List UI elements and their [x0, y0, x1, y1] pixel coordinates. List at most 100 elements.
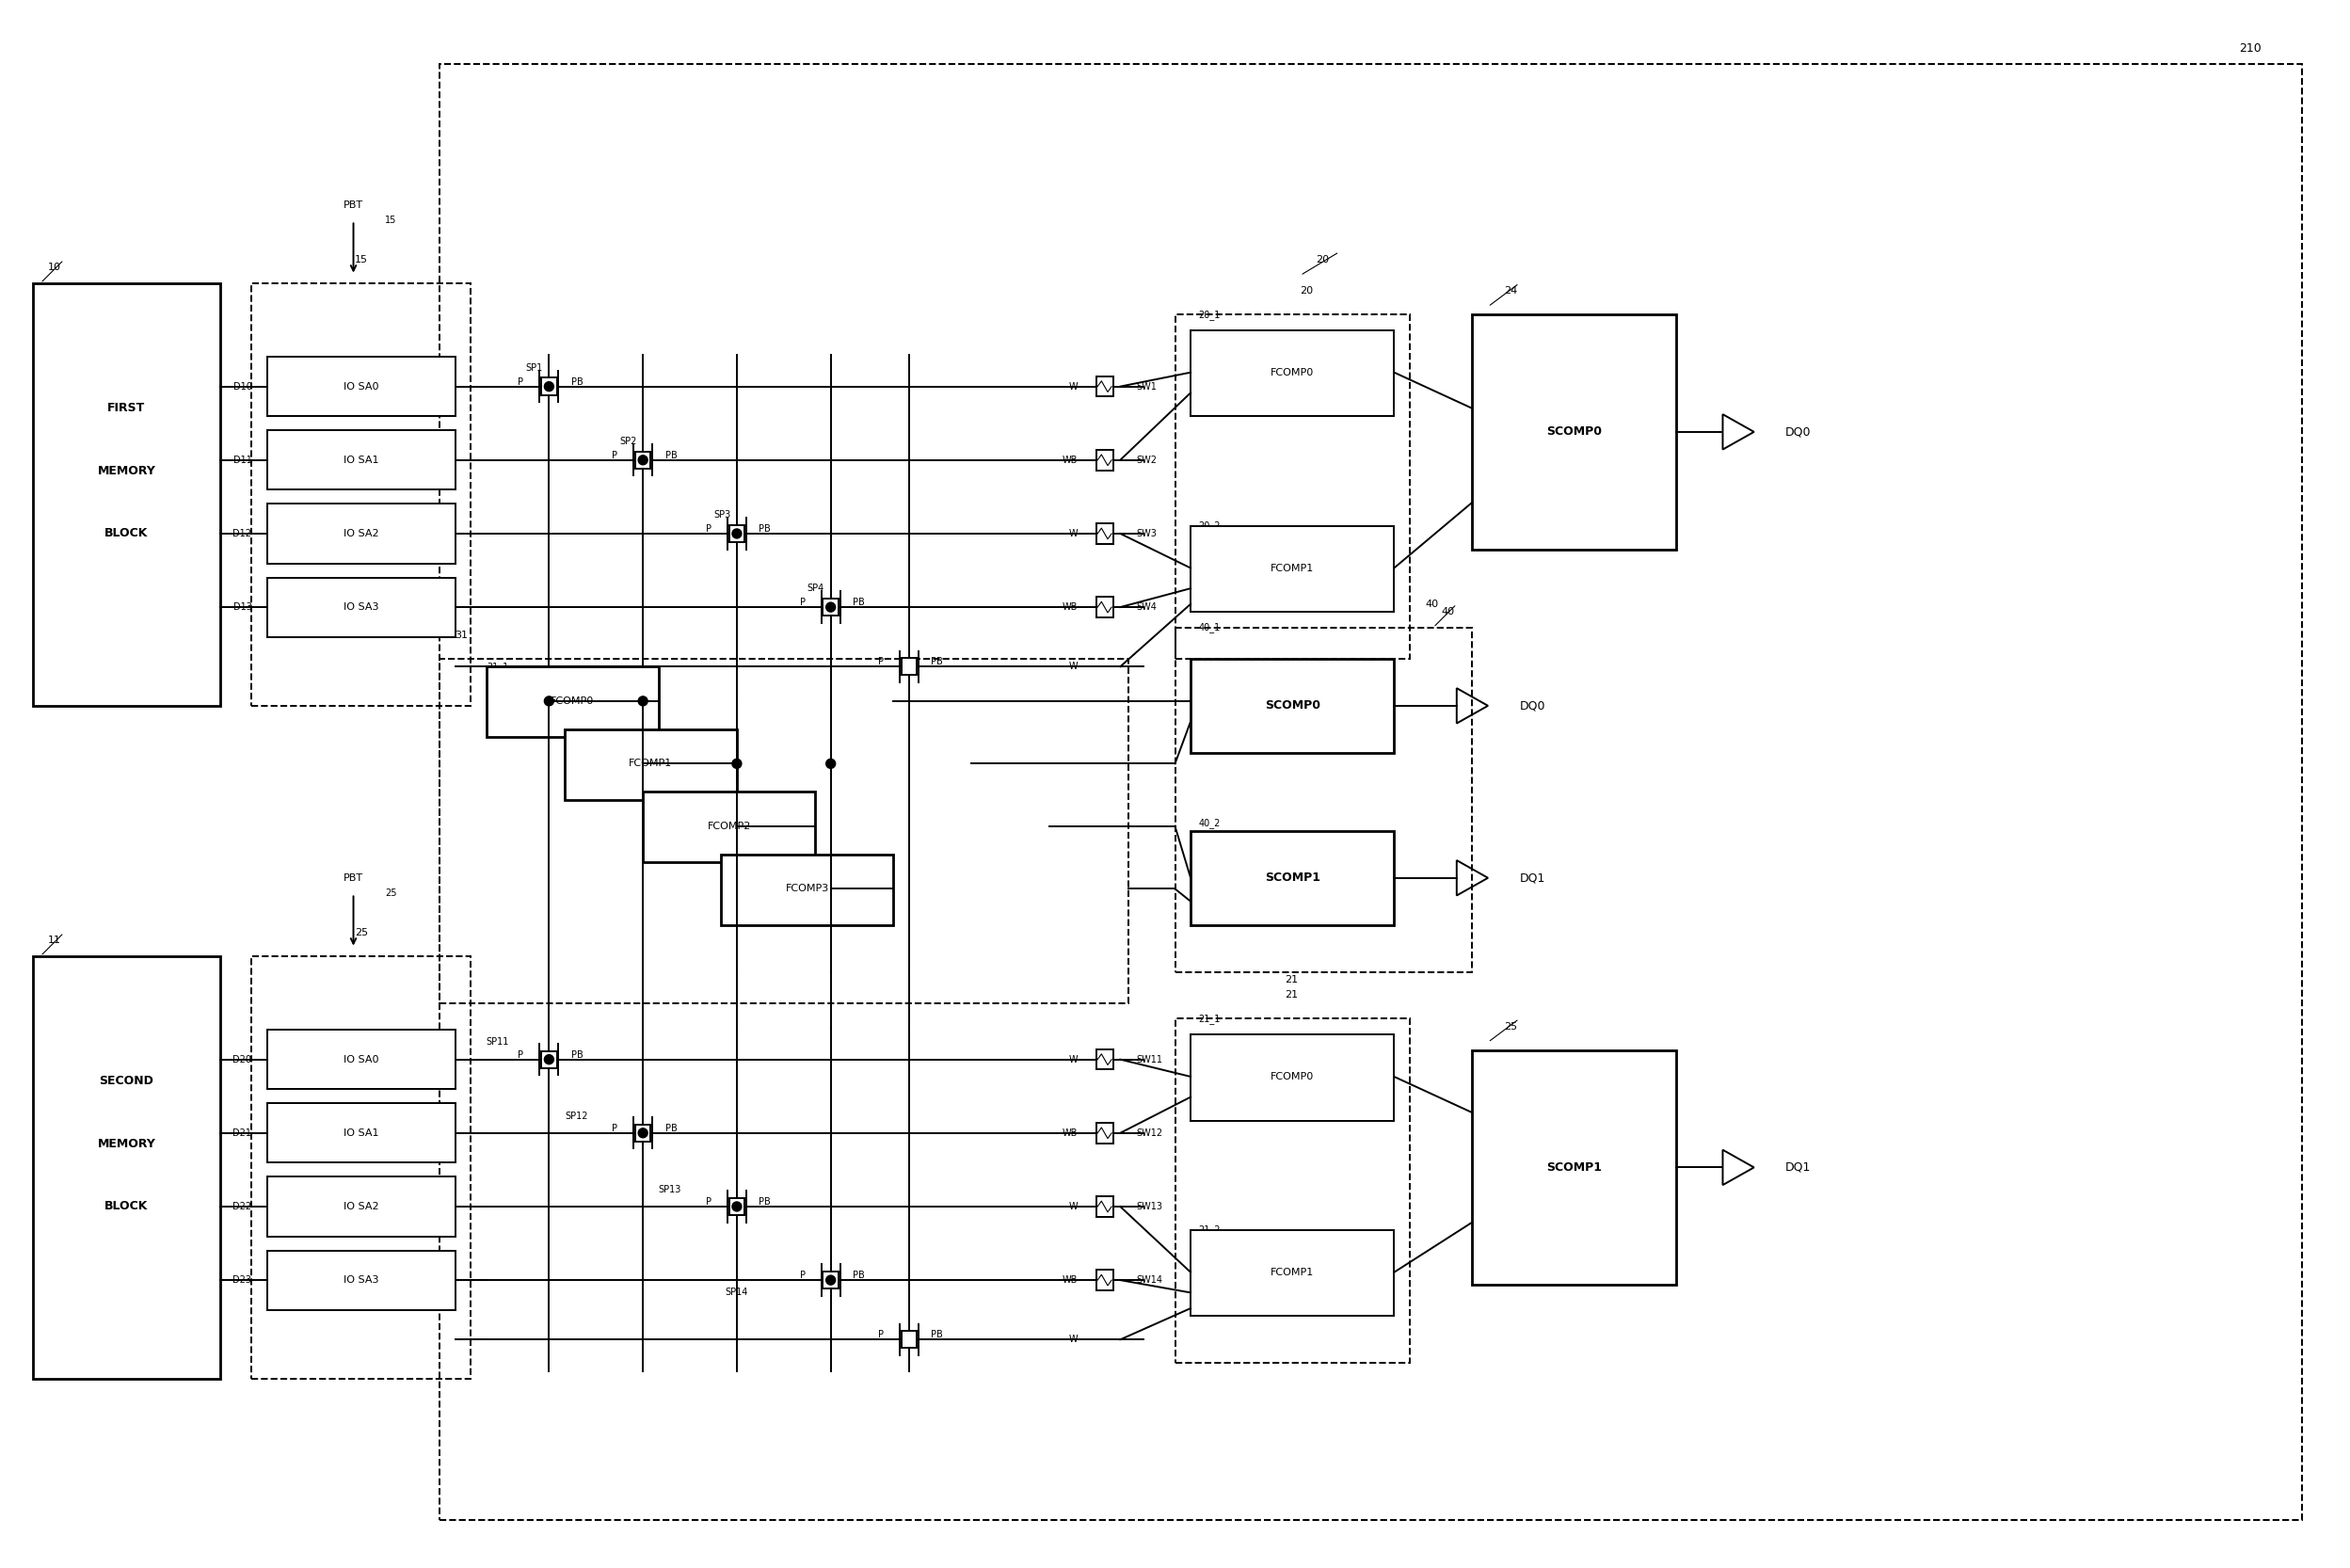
- Text: BLOCK: BLOCK: [106, 527, 148, 539]
- Text: MEMORY: MEMORY: [96, 1138, 155, 1149]
- Bar: [1175, 627, 1473, 972]
- Bar: [268, 358, 456, 416]
- Text: P: P: [517, 376, 524, 386]
- Text: 15: 15: [385, 216, 397, 226]
- Bar: [1191, 659, 1394, 753]
- Text: 40: 40: [1441, 607, 1455, 616]
- Bar: [268, 1250, 456, 1309]
- Text: PB: PB: [931, 1330, 942, 1339]
- Text: 25: 25: [355, 928, 369, 938]
- Text: DQ1: DQ1: [1520, 872, 1544, 884]
- Bar: [268, 1030, 456, 1090]
- Bar: [728, 1198, 745, 1215]
- Text: SW11: SW11: [1135, 1055, 1163, 1065]
- Circle shape: [545, 1055, 555, 1065]
- Bar: [644, 792, 815, 862]
- Text: FCOMP3: FCOMP3: [785, 884, 830, 894]
- Text: P: P: [879, 657, 884, 666]
- Bar: [1095, 597, 1114, 618]
- Bar: [1191, 525, 1394, 612]
- Bar: [822, 1272, 839, 1289]
- Bar: [268, 430, 456, 489]
- Text: 31_2: 31_2: [564, 724, 588, 734]
- Text: SP3: SP3: [714, 510, 731, 519]
- Text: W: W: [1069, 528, 1079, 538]
- Text: P: P: [517, 1051, 524, 1060]
- Text: SW12: SW12: [1135, 1129, 1163, 1138]
- Text: SP11: SP11: [486, 1038, 510, 1047]
- Text: 20: 20: [1300, 287, 1314, 296]
- Text: SW2: SW2: [1135, 455, 1156, 464]
- Text: 40: 40: [1426, 599, 1438, 608]
- Circle shape: [825, 759, 834, 768]
- Text: D13: D13: [233, 602, 251, 612]
- Bar: [1095, 1049, 1114, 1069]
- Bar: [1175, 1019, 1410, 1363]
- Bar: [540, 1051, 557, 1068]
- Text: IO SA2: IO SA2: [343, 1201, 378, 1210]
- Bar: [268, 1178, 456, 1236]
- Text: DQ0: DQ0: [1520, 699, 1546, 712]
- Bar: [634, 1124, 651, 1142]
- Text: P: P: [705, 524, 712, 533]
- Text: SW3: SW3: [1135, 528, 1156, 538]
- Text: 20: 20: [1316, 256, 1330, 265]
- Bar: [540, 378, 557, 395]
- Text: 20_2: 20_2: [1198, 521, 1220, 532]
- Text: P: P: [799, 1270, 806, 1279]
- Text: 21: 21: [1285, 991, 1297, 1000]
- Text: 21_2: 21_2: [1198, 1225, 1220, 1236]
- Text: P: P: [799, 597, 806, 607]
- Bar: [1191, 331, 1394, 416]
- Text: PB: PB: [759, 524, 771, 533]
- Text: 10: 10: [49, 263, 61, 273]
- Bar: [1473, 315, 1676, 549]
- Bar: [1175, 315, 1410, 659]
- Text: 210: 210: [2240, 42, 2261, 55]
- Text: 21_1: 21_1: [1198, 1013, 1220, 1024]
- Bar: [33, 956, 221, 1378]
- Bar: [1191, 1229, 1394, 1316]
- Text: W: W: [1069, 381, 1079, 390]
- Text: FCOMP1: FCOMP1: [630, 759, 672, 768]
- Text: P: P: [705, 1196, 712, 1206]
- Text: PB: PB: [665, 450, 677, 459]
- Bar: [1095, 450, 1114, 470]
- Text: PB: PB: [759, 1196, 771, 1206]
- Text: SW1: SW1: [1135, 381, 1156, 390]
- Text: 31: 31: [456, 630, 468, 640]
- Bar: [634, 452, 651, 469]
- Circle shape: [733, 1201, 743, 1210]
- Text: SCOMP0: SCOMP0: [1546, 426, 1603, 437]
- Bar: [1473, 1051, 1676, 1284]
- Text: 31_3: 31_3: [644, 787, 665, 797]
- Text: P: P: [611, 450, 618, 459]
- Text: 11: 11: [49, 936, 61, 946]
- Text: WB: WB: [1062, 1129, 1079, 1138]
- Circle shape: [639, 1129, 649, 1138]
- Text: FCOMP1: FCOMP1: [1271, 563, 1314, 572]
- Text: D11: D11: [233, 455, 251, 464]
- Text: SP14: SP14: [726, 1287, 747, 1297]
- Text: SP12: SP12: [564, 1112, 588, 1121]
- Text: D20: D20: [233, 1055, 251, 1065]
- Text: W: W: [1069, 662, 1079, 671]
- Bar: [564, 729, 738, 800]
- Circle shape: [825, 602, 834, 612]
- Text: SP4: SP4: [808, 583, 825, 593]
- Bar: [251, 956, 470, 1378]
- Text: P: P: [879, 1330, 884, 1339]
- Text: PB: PB: [665, 1124, 677, 1134]
- Text: D22: D22: [233, 1201, 251, 1210]
- Text: DQ1: DQ1: [1786, 1162, 1812, 1173]
- Text: D12: D12: [233, 528, 251, 538]
- Text: PB: PB: [853, 1270, 865, 1279]
- Bar: [728, 525, 745, 543]
- Bar: [1095, 1196, 1114, 1217]
- Text: SW13: SW13: [1135, 1201, 1163, 1210]
- Text: PB: PB: [571, 376, 583, 386]
- Text: FCOMP0: FCOMP0: [1271, 1073, 1314, 1082]
- Bar: [1095, 1270, 1114, 1290]
- Text: FCOMP0: FCOMP0: [1271, 368, 1314, 378]
- Text: D23: D23: [233, 1275, 251, 1284]
